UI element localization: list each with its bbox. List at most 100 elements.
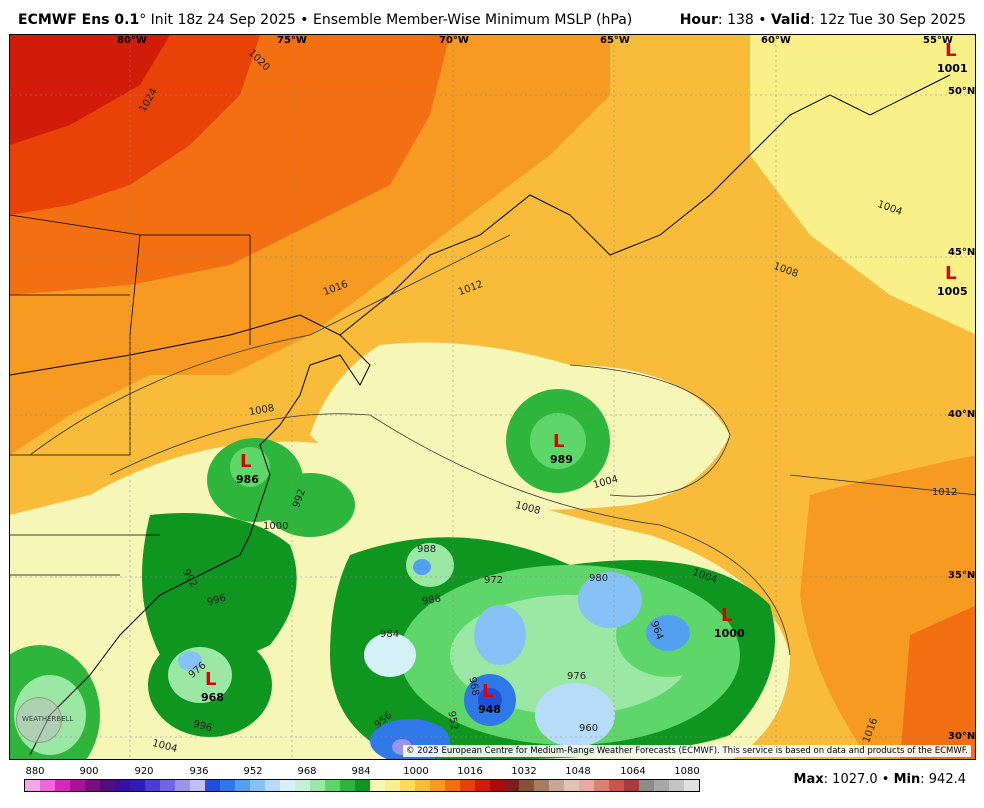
legend-tick: 984 (351, 766, 371, 777)
legend-swatch (219, 780, 235, 791)
legend-tick: 920 (134, 766, 154, 777)
legend-swatch (159, 780, 175, 791)
legend-swatch (25, 780, 40, 791)
legend-swatch (354, 780, 370, 791)
min-value: : 942.4 (920, 772, 966, 787)
fill-low-972 (474, 605, 526, 665)
legend-tick: 1000 (403, 766, 429, 777)
low-marker: L (945, 40, 957, 61)
legend-swatch (669, 780, 685, 791)
legend-swatch (609, 780, 625, 791)
low-value: 1005 (937, 285, 968, 298)
legend-swatch (519, 780, 535, 791)
low-marker: L (721, 605, 733, 626)
max-min-readout: Max: 1027.0 • Min: 942.4 (794, 772, 966, 787)
legend-tick: 1016 (457, 766, 483, 777)
legend-swatch (279, 780, 295, 791)
legend-tick: 952 (243, 766, 263, 777)
legend-swatch (189, 780, 205, 791)
lon-label-55w: 55°W (923, 35, 953, 46)
isobar-label: 988 (417, 544, 437, 555)
valid-label: Valid (770, 12, 811, 28)
hour-value: : 138 (717, 12, 754, 28)
legend-tick: 880 (25, 766, 45, 777)
lat-label-50n: 50°N (948, 86, 976, 97)
legend-swatch (369, 780, 385, 791)
copyright-notice: © 2025 European Centre for Medium-Range … (402, 745, 971, 757)
hour-label: Hour (679, 12, 718, 28)
isobar-label: 1012 (932, 487, 958, 498)
legend-swatch (69, 780, 85, 791)
product-name: Ensemble Member-Wise Minimum MSLP (hPa) (313, 12, 633, 28)
separator: • (881, 772, 890, 787)
legend-swatch (294, 780, 310, 791)
legend-swatch (204, 780, 220, 791)
legend-swatch (234, 780, 250, 791)
separator: • (758, 12, 767, 28)
legend-swatch (684, 780, 700, 791)
legend-swatch (624, 780, 640, 791)
legend-swatch (249, 780, 265, 791)
legend-swatch (174, 780, 190, 791)
legend-swatch (474, 780, 490, 791)
lat-label-45n: 45°N (948, 247, 976, 258)
low-value: 968 (201, 691, 224, 704)
lat-label-30n: 30°N (948, 731, 976, 742)
isobar-1008 (109, 413, 791, 656)
legend-swatch (54, 780, 70, 791)
legend-swatch (129, 780, 145, 791)
low-value: 986 (236, 473, 259, 486)
valid-info: Hour: 138 • Valid: 12z Tue 30 Sep 2025 (680, 12, 966, 28)
low-marker: L (553, 431, 565, 452)
isobar-label: 984 (380, 629, 400, 640)
fill-low-960 (364, 633, 416, 677)
legend-swatch (639, 780, 655, 791)
fill-1028 (10, 35, 170, 145)
low-marker: L (482, 681, 494, 702)
isobar-label: 960 (579, 723, 599, 734)
fill-1004-east (750, 35, 975, 335)
low-marker: L (240, 451, 252, 472)
legend-color-bar (24, 779, 700, 792)
weatherbell-logo: WEATHERBELL (16, 697, 73, 743)
low-marker: L (945, 263, 957, 284)
legend-swatch (324, 780, 340, 791)
coastline-ne (339, 74, 951, 336)
map-fill-layer (10, 35, 975, 759)
legend-swatch (504, 780, 520, 791)
fill-low-976 (535, 683, 615, 747)
legend-swatch (384, 780, 400, 791)
legend-swatch (309, 780, 325, 791)
fill-low-989-inner (530, 413, 586, 469)
valid-value: : 12z Tue 30 Sep 2025 (810, 12, 966, 28)
max-value: : 1027.0 (823, 772, 878, 787)
fill-low-992-outer (265, 473, 355, 537)
legend-tick: 1048 (565, 766, 591, 777)
low-value: 1001 (937, 62, 968, 75)
lat-label-35n: 35°N (948, 570, 976, 581)
legend-swatch (549, 780, 565, 791)
fill-low-1000-east-core (646, 615, 690, 651)
low-value: 1000 (714, 627, 745, 640)
logo-text: WEATHERBELL (22, 715, 74, 723)
lon-label-75w: 75°W (277, 35, 307, 46)
low-marker: L (205, 669, 217, 690)
legend-swatch (564, 780, 580, 791)
legend-swatch (444, 780, 460, 791)
fill-low-980 (578, 572, 642, 628)
isobar-label: 972 (484, 575, 504, 586)
low-value: 948 (478, 703, 501, 716)
init-time: Init 18z 24 Sep 2025 (150, 12, 296, 28)
legend-swatch (594, 780, 610, 791)
legend-swatch (114, 780, 130, 791)
legend-tick: 900 (79, 766, 99, 777)
legend-tick: 1080 (674, 766, 700, 777)
lon-label-60w: 60°W (761, 35, 791, 46)
legend-swatch (399, 780, 415, 791)
fill-low-984-core (413, 559, 431, 575)
isobar-label: 1000 (263, 521, 289, 532)
degree-sign: ° (139, 12, 147, 28)
isobar-1004 (569, 364, 731, 497)
legend-swatch (534, 780, 550, 791)
max-label: Max (793, 772, 824, 787)
